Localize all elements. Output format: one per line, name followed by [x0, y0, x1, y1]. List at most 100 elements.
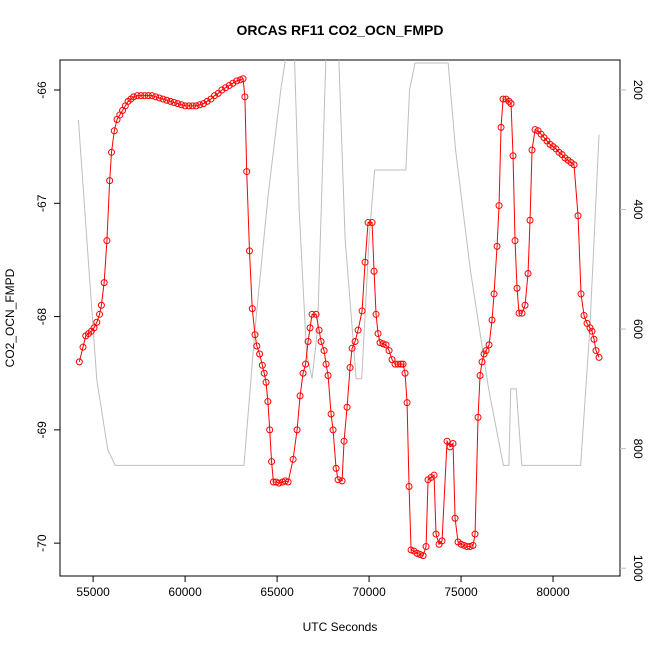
data-point: [239, 75, 247, 83]
data-point: [419, 552, 427, 560]
data-point: [218, 86, 226, 94]
data-point: [166, 97, 174, 105]
data-point: [222, 84, 230, 92]
data-point: [260, 369, 268, 377]
data-point: [478, 358, 486, 366]
data-point: [592, 347, 600, 355]
data-point: [351, 338, 359, 346]
data-point: [466, 543, 474, 551]
data-point: [416, 550, 424, 558]
data-point: [340, 437, 348, 445]
data-point: [243, 168, 251, 176]
data-point: [397, 360, 405, 368]
data-point: [490, 290, 498, 298]
y-tick-label: -66: [35, 81, 49, 99]
data-point: [379, 340, 387, 348]
data-point: [199, 100, 207, 108]
data-point: [159, 95, 167, 103]
data-point: [177, 101, 185, 109]
data-point: [430, 471, 438, 479]
data-point: [315, 326, 323, 334]
x-tick-label: 55000: [76, 585, 110, 599]
data-point: [531, 126, 539, 134]
data-point: [488, 316, 496, 324]
data-point: [148, 92, 156, 100]
y2-tick-label: 1000: [631, 555, 645, 582]
data-point: [163, 96, 171, 104]
data-point: [96, 310, 104, 318]
data-point: [306, 324, 314, 332]
x-tick-label: 70000: [352, 585, 386, 599]
data-point: [268, 458, 276, 466]
data-point: [79, 343, 87, 351]
data-point: [368, 219, 376, 227]
data-point: [296, 392, 304, 400]
data-point: [469, 541, 477, 549]
data-point: [253, 342, 261, 350]
data-point: [320, 347, 328, 355]
y-axis-label: CO2_OCN_FMPD: [3, 268, 17, 367]
data-point: [329, 426, 337, 434]
data-point: [524, 270, 532, 278]
data-point: [192, 102, 200, 110]
y2-tick-label: 200: [631, 80, 645, 100]
data-point: [110, 127, 118, 135]
x-axis-label: UTC Seconds: [303, 620, 378, 634]
data-point: [588, 327, 596, 335]
data-point: [370, 267, 378, 275]
data-point: [586, 324, 594, 332]
data-point: [476, 371, 484, 379]
plot-area: [75, 60, 603, 560]
data-point: [241, 93, 249, 101]
data-point: [471, 530, 479, 538]
data-point: [289, 455, 297, 463]
data-point: [185, 102, 193, 110]
data-point: [130, 93, 138, 101]
data-point: [372, 310, 380, 318]
data-point: [266, 426, 274, 434]
data-point: [376, 339, 384, 347]
data-point: [422, 543, 430, 551]
plot-frame: [59, 59, 621, 577]
data-point: [361, 258, 369, 266]
data-point: [229, 79, 237, 87]
x-tick-label: 80000: [536, 585, 570, 599]
data-point: [258, 361, 266, 369]
data-point: [324, 371, 332, 379]
data-point: [327, 410, 335, 418]
data-point: [338, 477, 346, 485]
data-point: [332, 464, 340, 472]
data-point: [225, 81, 233, 89]
y2-tick-label: 800: [631, 439, 645, 459]
y-tick-label: -70: [35, 534, 49, 552]
data-point: [509, 152, 517, 160]
data-point: [485, 341, 493, 349]
data-point: [75, 358, 83, 366]
data-point: [526, 216, 534, 224]
data-point: [304, 338, 312, 346]
y-tick-label: -68: [35, 308, 49, 326]
data-point: [248, 305, 256, 313]
data-point: [382, 341, 390, 349]
data-point: [262, 378, 270, 386]
data-point: [90, 324, 98, 332]
data-point: [515, 309, 523, 317]
data-point: [211, 92, 219, 100]
data-point: [152, 93, 160, 101]
data-point: [174, 100, 182, 108]
data-point: [480, 350, 488, 358]
data-point: [322, 360, 330, 368]
data-point: [144, 92, 152, 100]
data-point: [590, 335, 598, 343]
data-point: [482, 347, 490, 355]
data-point: [106, 177, 114, 185]
data-point: [343, 403, 351, 411]
data-point: [505, 97, 513, 105]
data-point: [93, 318, 101, 326]
data-point: [399, 360, 407, 368]
y2-tick-label: 400: [631, 199, 645, 219]
data-point: [518, 309, 526, 317]
data-point: [299, 369, 307, 377]
data-point: [133, 92, 141, 100]
